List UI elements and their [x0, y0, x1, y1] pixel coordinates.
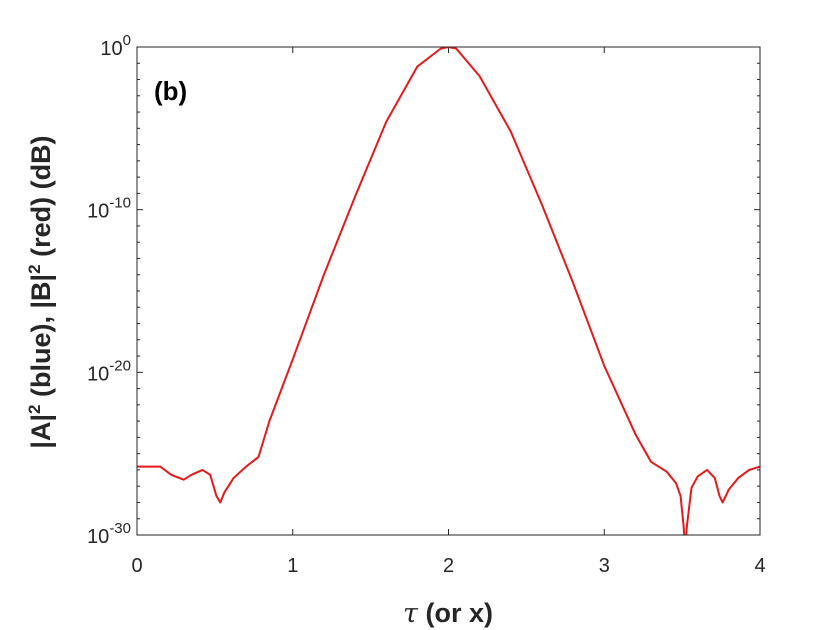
x-tick-label: 0 — [131, 555, 142, 577]
y-tick-label: 10-20 — [87, 357, 131, 385]
y-tick-label: 10-10 — [87, 195, 131, 223]
y-tick-label: 10-30 — [87, 520, 131, 548]
axes-box — [136, 46, 761, 536]
y-axis-label-part-3: (red) (dB) — [26, 135, 56, 264]
series-layer — [137, 47, 760, 535]
x-tick-label: 4 — [754, 555, 765, 577]
x-tick-label: 3 — [599, 555, 610, 577]
y-axis-label-sup-1: 2 — [25, 404, 44, 413]
y-axis-label-part-2: (blue), |B| — [26, 274, 56, 405]
y-tick-label: 100 — [100, 32, 131, 60]
y-tick-label-base: 10 — [87, 526, 109, 548]
x-axis-label: τ (or x) — [403, 598, 493, 629]
x-axis-label-symbol: τ — [403, 598, 419, 629]
y-axis-label-part-1: |A| — [26, 414, 56, 449]
y-tick-label-exponent: -30 — [109, 520, 131, 537]
y-tick-label-exponent: -10 — [109, 195, 131, 212]
y-tick-label-base: 10 — [87, 363, 109, 385]
y-tick-label-exponent: -20 — [109, 357, 131, 374]
x-tick-label: 2 — [443, 555, 454, 577]
panel-label: (b) — [154, 76, 187, 106]
plot-area — [137, 47, 760, 535]
y-tick-label-base: 10 — [87, 201, 109, 223]
x-axis-label-text: (or x) — [418, 598, 493, 628]
y-tick-label-base: 10 — [100, 38, 122, 60]
x-tick-labels: 0 1 2 3 4 — [131, 555, 765, 577]
series-line-0 — [137, 47, 760, 535]
x-tick-label: 1 — [287, 555, 298, 577]
y-tick-label-exponent: 0 — [123, 32, 131, 49]
y-axis-label-sup-2: 2 — [25, 264, 44, 273]
y-axis-label: |A|2 (blue), |B|2 (red) (dB) — [25, 135, 56, 448]
